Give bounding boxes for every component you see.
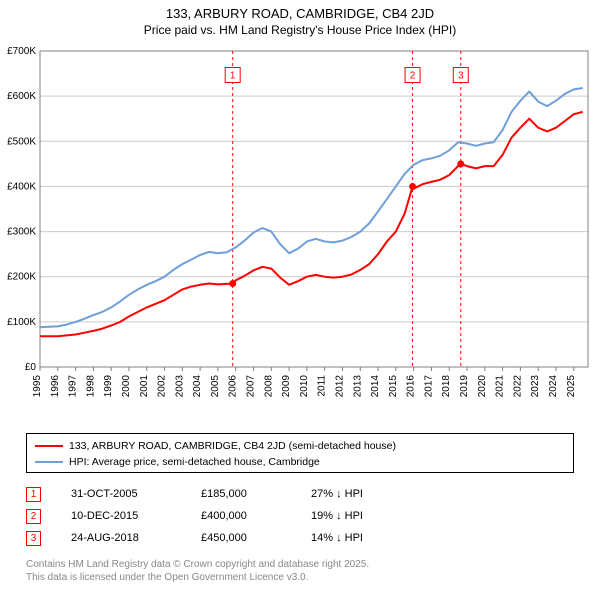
svg-text:£600K: £600K bbox=[7, 91, 36, 102]
svg-text:£200K: £200K bbox=[7, 272, 36, 283]
title-block: 133, ARBURY ROAD, CAMBRIDGE, CB4 2JD Pri… bbox=[0, 0, 600, 37]
svg-text:£0: £0 bbox=[25, 362, 37, 373]
sale-pct-2: 19% ↓ HPI bbox=[311, 510, 421, 522]
svg-text:2015: 2015 bbox=[388, 375, 399, 398]
sale-marker-2: 2 bbox=[26, 509, 41, 524]
svg-text:2022: 2022 bbox=[512, 375, 523, 398]
legend-swatch-hpi bbox=[35, 461, 63, 463]
svg-text:1998: 1998 bbox=[85, 375, 96, 398]
svg-text:2018: 2018 bbox=[441, 375, 452, 398]
price-chart: £0 £100K £200K £300K £400K £500K £600K £700K 199… bbox=[0, 37, 600, 427]
sale-price-3: £450,000 bbox=[201, 532, 311, 544]
footer-line2: This data is licensed under the Open Gov… bbox=[26, 572, 574, 585]
svg-text:2001: 2001 bbox=[139, 375, 150, 398]
svg-text:£500K: £500K bbox=[7, 136, 36, 147]
svg-text:1999: 1999 bbox=[103, 375, 114, 398]
sale-date-3: 24-AUG-2018 bbox=[71, 532, 201, 544]
sale-price-1: £185,000 bbox=[201, 488, 311, 500]
footer-line1: Contains HM Land Registry data © Crown c… bbox=[26, 559, 574, 572]
sale-date-1: 31-OCT-2005 bbox=[71, 488, 201, 500]
svg-text:2019: 2019 bbox=[459, 375, 470, 398]
svg-text:1: 1 bbox=[230, 71, 236, 82]
sale-row-2: 2 10-DEC-2015 £400,000 19% ↓ HPI bbox=[26, 505, 574, 527]
svg-text:£100K: £100K bbox=[7, 317, 36, 328]
svg-text:2004: 2004 bbox=[192, 375, 203, 398]
svg-text:2013: 2013 bbox=[352, 375, 363, 398]
svg-text:2023: 2023 bbox=[530, 375, 541, 398]
svg-text:2005: 2005 bbox=[210, 375, 221, 398]
svg-text:2020: 2020 bbox=[477, 375, 488, 398]
svg-text:2007: 2007 bbox=[246, 375, 257, 398]
legend-label-subject: 133, ARBURY ROAD, CAMBRIDGE, CB4 2JD (se… bbox=[69, 440, 396, 452]
svg-text:2017: 2017 bbox=[423, 375, 434, 398]
svg-text:2012: 2012 bbox=[334, 375, 345, 398]
sale-marker-3: 3 bbox=[26, 531, 41, 546]
svg-text:2009: 2009 bbox=[281, 375, 292, 398]
svg-text:2016: 2016 bbox=[406, 375, 417, 398]
svg-text:£300K: £300K bbox=[7, 227, 36, 238]
legend-label-hpi: HPI: Average price, semi-detached house,… bbox=[69, 456, 320, 468]
sale-pct-3: 14% ↓ HPI bbox=[311, 532, 421, 544]
svg-text:£700K: £700K bbox=[7, 46, 36, 57]
sale-price-2: £400,000 bbox=[201, 510, 311, 522]
svg-text:2010: 2010 bbox=[299, 375, 310, 398]
svg-text:2: 2 bbox=[410, 71, 416, 82]
svg-text:2011: 2011 bbox=[317, 375, 328, 397]
legend-swatch-subject bbox=[35, 445, 63, 447]
legend-item-hpi: HPI: Average price, semi-detached house,… bbox=[35, 454, 565, 470]
svg-text:1996: 1996 bbox=[50, 375, 61, 398]
legend-item-subject: 133, ARBURY ROAD, CAMBRIDGE, CB4 2JD (se… bbox=[35, 438, 565, 454]
svg-text:2024: 2024 bbox=[548, 375, 559, 398]
sale-row-3: 3 24-AUG-2018 £450,000 14% ↓ HPI bbox=[26, 527, 574, 549]
svg-text:2003: 2003 bbox=[174, 375, 185, 398]
svg-text:1997: 1997 bbox=[68, 375, 79, 398]
svg-text:2006: 2006 bbox=[228, 375, 239, 398]
sale-row-1: 1 31-OCT-2005 £185,000 27% ↓ HPI bbox=[26, 483, 574, 505]
sale-marker-1: 1 bbox=[26, 487, 41, 502]
svg-text:£400K: £400K bbox=[7, 181, 36, 192]
sale-date-2: 10-DEC-2015 bbox=[71, 510, 201, 522]
svg-text:2008: 2008 bbox=[263, 375, 274, 398]
chart-svg: £0 £100K £200K £300K £400K £500K £600K £700K 199… bbox=[0, 37, 600, 427]
subtitle: Price paid vs. HM Land Registry's House … bbox=[0, 23, 600, 37]
svg-text:2002: 2002 bbox=[157, 375, 168, 398]
footer: Contains HM Land Registry data © Crown c… bbox=[26, 559, 574, 584]
svg-text:1995: 1995 bbox=[32, 375, 43, 398]
sales-table: 1 31-OCT-2005 £185,000 27% ↓ HPI 2 10-DE… bbox=[26, 483, 574, 549]
svg-text:2021: 2021 bbox=[495, 375, 506, 398]
address-title: 133, ARBURY ROAD, CAMBRIDGE, CB4 2JD bbox=[0, 6, 600, 21]
svg-text:2025: 2025 bbox=[566, 375, 577, 398]
legend: 133, ARBURY ROAD, CAMBRIDGE, CB4 2JD (se… bbox=[26, 433, 574, 473]
svg-text:3: 3 bbox=[458, 71, 464, 82]
sale-pct-1: 27% ↓ HPI bbox=[311, 488, 421, 500]
svg-text:2000: 2000 bbox=[121, 375, 132, 398]
svg-text:2014: 2014 bbox=[370, 375, 381, 398]
